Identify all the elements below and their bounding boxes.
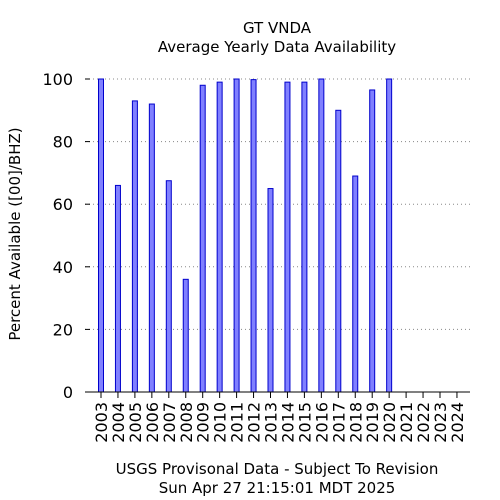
x-tick-label-2021: 2021: [397, 402, 416, 443]
chart-subtitle: Average Yearly Data Availability: [158, 38, 396, 56]
bar-2005: [131, 100, 138, 393]
bar-2009: [199, 84, 206, 393]
x-tick-label-2011: 2011: [228, 402, 247, 443]
bar-2006: [148, 103, 155, 393]
bar-2013: [267, 188, 274, 393]
y-axis-ticks: 0 20 40 60 80 100: [42, 70, 90, 402]
x-tick-label-2010: 2010: [211, 402, 230, 443]
x-axis-ticks: 2003200420052006200720082009201020112012…: [92, 392, 467, 443]
y-tick-label: 0: [63, 383, 73, 402]
x-tick-label-2012: 2012: [245, 402, 264, 443]
bar-2011: [233, 78, 240, 393]
grid-lines: [85, 78, 470, 330]
x-tick-label-2004: 2004: [109, 402, 128, 443]
x-tick-label-2019: 2019: [363, 402, 382, 443]
bar-2014: [284, 81, 291, 393]
x-tick-label-2007: 2007: [160, 402, 179, 443]
bar-2003: [98, 78, 104, 393]
bar-2020: [386, 78, 393, 393]
bar-2007: [165, 180, 172, 393]
y-tick-label: 20: [53, 320, 73, 339]
x-tick-label-2014: 2014: [278, 402, 297, 443]
x-tick-label-2008: 2008: [177, 402, 196, 443]
bar-2019: [369, 89, 376, 393]
x-tick-label-2022: 2022: [414, 402, 433, 443]
bar-2018: [352, 175, 359, 393]
bars: [98, 78, 393, 393]
x-tick-label-2024: 2024: [448, 402, 467, 443]
y-tick-label: 100: [42, 70, 73, 89]
x-tick-label-2006: 2006: [143, 402, 162, 443]
bar-2008: [182, 278, 189, 393]
chart-title: GT VNDA: [243, 19, 312, 37]
x-tick-label-2023: 2023: [431, 402, 450, 443]
footer-disclaimer: USGS Provisonal Data - Subject To Revisi…: [116, 460, 439, 478]
bar-2004: [114, 184, 121, 393]
bar-2017: [335, 109, 342, 393]
x-tick-label-2013: 2013: [262, 402, 281, 443]
x-tick-label-2015: 2015: [295, 402, 314, 443]
y-tick-label: 80: [53, 133, 73, 152]
x-tick-label-2020: 2020: [380, 402, 399, 443]
x-tick-label-2016: 2016: [312, 402, 331, 443]
bar-2015: [301, 81, 308, 393]
x-tick-label-2009: 2009: [194, 402, 213, 443]
x-tick-label-2017: 2017: [329, 402, 348, 443]
y-tick-label: 40: [53, 258, 73, 277]
bar-2016: [318, 78, 325, 393]
x-tick-label-2018: 2018: [346, 402, 365, 443]
bar-2012: [250, 79, 257, 393]
x-tick-label-2003: 2003: [92, 402, 111, 443]
y-axis-label: Percent Available ([00]/BHZ): [6, 127, 24, 340]
x-tick-label-2005: 2005: [126, 402, 145, 443]
y-tick-label: 60: [53, 195, 73, 214]
footer-timestamp: Sun Apr 27 21:15:01 MDT 2025: [159, 479, 396, 497]
bar-2010: [216, 81, 223, 393]
